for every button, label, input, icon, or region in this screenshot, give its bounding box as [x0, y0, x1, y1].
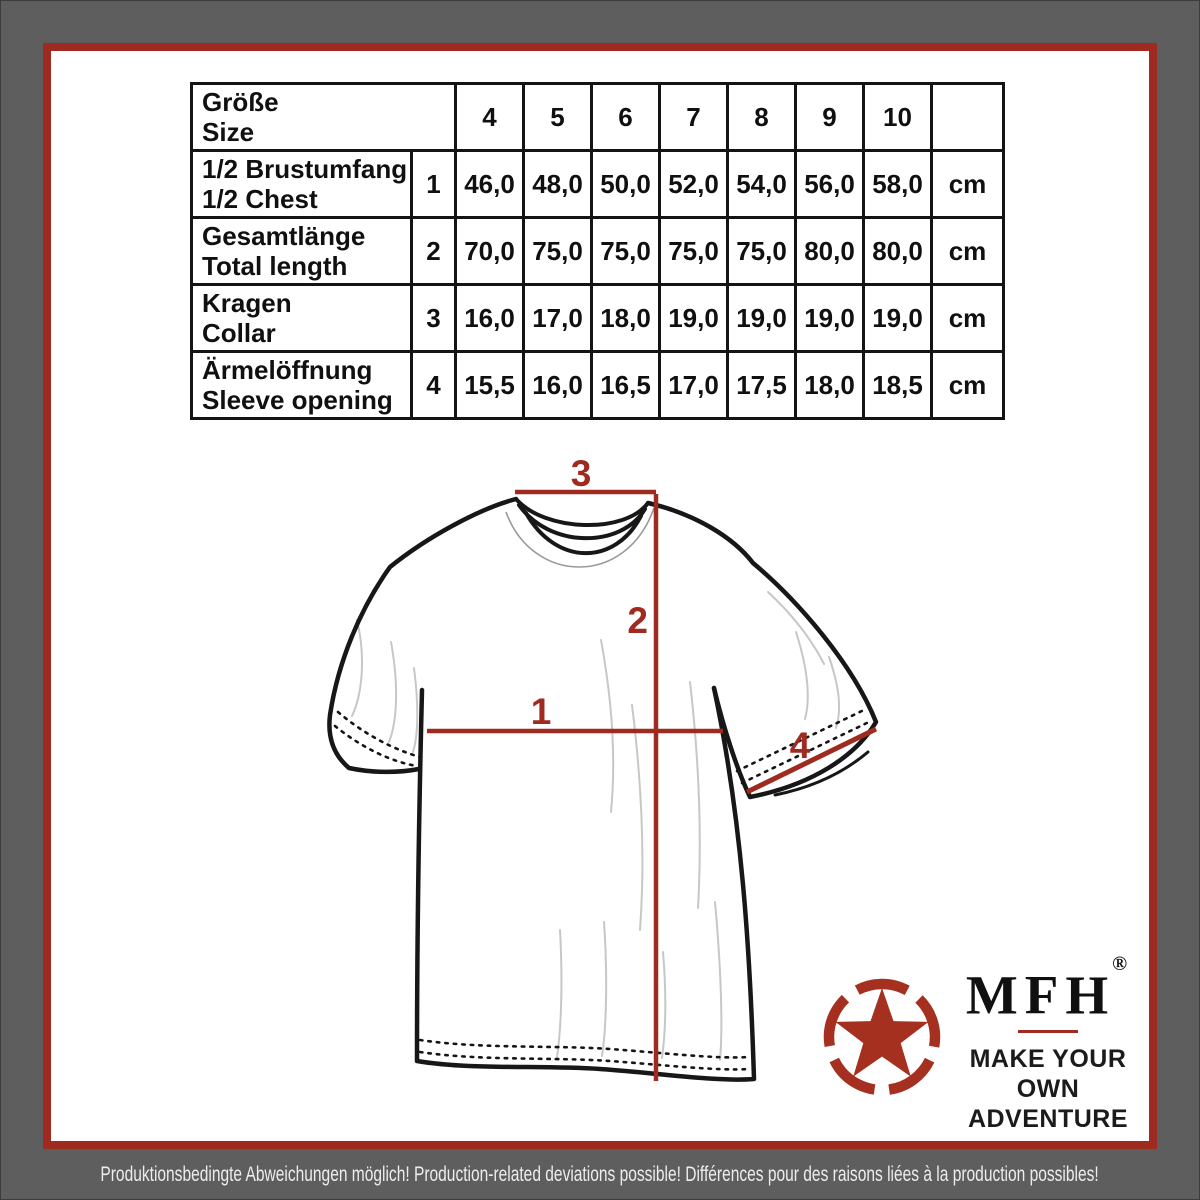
row-index: 1 [410, 149, 457, 219]
measurement-line-4 [745, 726, 878, 795]
row-label-de: Kragen [202, 288, 292, 318]
measurement-label-2: 2 [627, 600, 648, 641]
cell-value: 19,0 [726, 283, 797, 353]
tagline-line1: MAKE YOUR OWN [969, 1045, 1127, 1104]
row-label: Gesamtlänge Total length [190, 216, 413, 286]
footer-bar: Produktionsbedingte Abweichungen möglich… [0, 1149, 1200, 1200]
cell-value: 58,0 [862, 149, 933, 219]
row-label-en: Collar [202, 318, 276, 348]
size-col-header: 4 [454, 82, 525, 152]
tagline-line2: ADVENTURE [967, 1105, 1129, 1134]
undercollar-seam [505, 507, 655, 568]
cell-value: 16,0 [522, 350, 593, 420]
row-label: Kragen Collar [190, 283, 413, 353]
collar-lines [514, 497, 650, 556]
table-row: Kragen Collar 3 16,0 17,0 18,0 19,0 19,0… [190, 283, 1005, 353]
header-empty-cell [930, 82, 1005, 152]
row-label-de: Gesamtlänge [202, 221, 366, 251]
cell-value: 46,0 [454, 149, 525, 219]
header-label-en: Size [202, 117, 255, 147]
star-icon [835, 988, 929, 1077]
size-col-header: 10 [862, 82, 933, 152]
cell-value: 16,0 [454, 283, 525, 353]
cell-value: 19,0 [862, 283, 933, 353]
cell-value: 15,5 [454, 350, 525, 420]
row-label-de: Ärmelöffnung [202, 355, 373, 385]
row-label: Ärmelöffnung Sleeve opening [190, 350, 413, 420]
size-col-header: 7 [658, 82, 729, 152]
table-row: Gesamtlänge Total length 2 70,0 75,0 75,… [190, 216, 1005, 286]
cell-value: 17,0 [658, 350, 729, 420]
cell-value: 19,0 [794, 283, 865, 353]
cell-value: 56,0 [794, 149, 865, 219]
brand-divider [1018, 1030, 1078, 1034]
shirt-left-sleeve [327, 496, 519, 775]
shirt-body-outline [414, 685, 757, 1082]
row-index: 2 [410, 216, 457, 286]
cell-value: 18,0 [590, 283, 661, 353]
right-cuff-fold [773, 750, 870, 797]
size-col-header: 9 [794, 82, 865, 152]
cell-unit: cm [930, 283, 1005, 353]
cell-value: 70,0 [454, 216, 525, 286]
cell-value: 50,0 [590, 149, 661, 219]
cell-unit: cm [930, 350, 1005, 420]
registered-mark: ® [1112, 953, 1128, 975]
row-label: 1/2 Brustumfang 1/2 Chest [190, 149, 413, 219]
cell-value: 75,0 [726, 216, 797, 286]
cell-value: 54,0 [726, 149, 797, 219]
measurement-label-1: 1 [531, 691, 552, 732]
footer-disclaimer: Produktionsbedingte Abweichungen möglich… [100, 1162, 1100, 1186]
wrinkle-lines [351, 591, 841, 1061]
table-row: 1/2 Brustumfang 1/2 Chest 1 46,0 48,0 50… [190, 149, 1005, 219]
cell-value: 18,5 [862, 350, 933, 420]
cell-value: 75,0 [522, 216, 593, 286]
row-label-en: 1/2 Chest [202, 184, 318, 214]
size-table: Größe Size 4 5 6 7 8 9 10 1/2 Brustumfan… [190, 82, 1005, 420]
cell-value: 80,0 [794, 216, 865, 286]
cell-value: 16,5 [590, 350, 661, 420]
cell-value: 75,0 [658, 216, 729, 286]
brand-tagline: MAKE YOUR OWN ADVENTURE [948, 1044, 1148, 1134]
table-header-row: Größe Size 4 5 6 7 8 9 10 [190, 82, 1005, 152]
shirt-right-sleeve [645, 500, 879, 800]
cell-value: 19,0 [658, 283, 729, 353]
table-row: Ärmelöffnung Sleeve opening 4 15,5 16,0 … [190, 350, 1005, 420]
row-label-en: Total length [202, 251, 348, 281]
stitch-lines [333, 707, 873, 1071]
cell-value: 17,0 [522, 283, 593, 353]
size-col-header: 5 [522, 82, 593, 152]
row-label-de: 1/2 Brustumfang [202, 154, 408, 184]
brand-block: MFH® MAKE YOUR OWN ADVENTURE [948, 953, 1148, 1134]
cell-value: 48,0 [522, 149, 593, 219]
cell-unit: cm [930, 149, 1005, 219]
cell-value: 75,0 [590, 216, 661, 286]
row-index: 3 [410, 283, 457, 353]
header-size-label: Größe Size [190, 82, 457, 152]
brand-wordmark: MFH® [948, 953, 1148, 1022]
measurement-label-3: 3 [571, 453, 592, 494]
row-index: 4 [410, 350, 457, 420]
row-label-en: Sleeve opening [202, 385, 393, 415]
cell-unit: cm [930, 216, 1005, 286]
size-col-header: 6 [590, 82, 661, 152]
cell-value: 52,0 [658, 149, 729, 219]
size-col-header: 8 [726, 82, 797, 152]
cell-value: 17,5 [726, 350, 797, 420]
header-label-de: Größe [202, 87, 279, 117]
measurement-label-4: 4 [790, 725, 811, 766]
cell-value: 80,0 [862, 216, 933, 286]
brand-name: MFH [965, 964, 1116, 1026]
mfh-star-logo [823, 978, 941, 1096]
cell-value: 18,0 [794, 350, 865, 420]
